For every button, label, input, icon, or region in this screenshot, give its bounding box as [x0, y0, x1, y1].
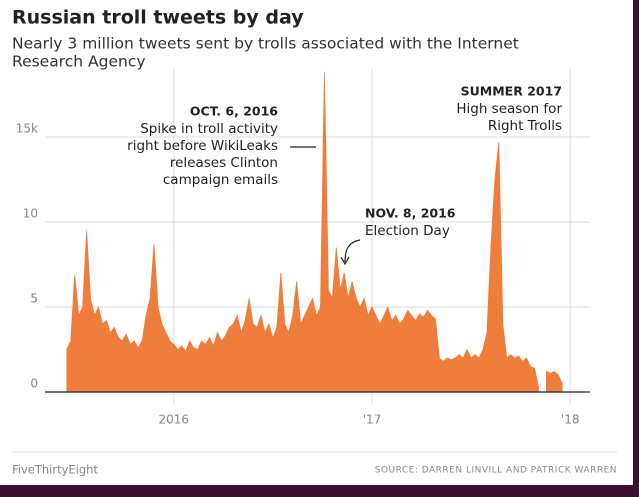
- frame-edge: [0, 485, 639, 497]
- y-tick-label: 10: [23, 207, 38, 221]
- annotation-title: OCT. 6, 2016: [190, 104, 278, 119]
- y-tick-label: 0: [30, 377, 38, 391]
- annotation-text: Spike in troll activity: [140, 121, 278, 137]
- arrow-head: [340, 256, 350, 266]
- area: [66, 72, 563, 393]
- y-tick-label: 5: [30, 292, 38, 306]
- chart-subtitle: Research Agency: [12, 53, 146, 71]
- chart-subtitle: Nearly 3 million tweets sent by trolls a…: [12, 35, 519, 53]
- x-tick-label: '17: [363, 413, 382, 427]
- annotation-text: releases Clinton: [170, 155, 278, 171]
- annotation-text: right before WikiLeaks: [127, 138, 278, 154]
- brand: FiveThirtyEight: [12, 463, 98, 477]
- annotation-title: SUMMER 2017: [461, 84, 562, 99]
- annotation-text: Election Day: [365, 223, 450, 239]
- annotation-text: campaign emails: [163, 172, 278, 188]
- annotation-title: NOV. 8, 2016: [365, 206, 456, 221]
- leader-arrow: [344, 239, 361, 263]
- frame-edge: [633, 0, 639, 497]
- annotation-text: High season for: [456, 101, 562, 117]
- y-tick-label: 15k: [16, 122, 38, 136]
- x-tick-label: '18: [561, 413, 580, 427]
- chart-title: Russian troll tweets by day: [12, 7, 304, 29]
- annotation-text: Right Trolls: [488, 118, 562, 134]
- x-tick-label: 2016: [159, 413, 190, 427]
- source: SOURCE: DARREN LINVILL AND PATRICK WARRE…: [375, 466, 617, 476]
